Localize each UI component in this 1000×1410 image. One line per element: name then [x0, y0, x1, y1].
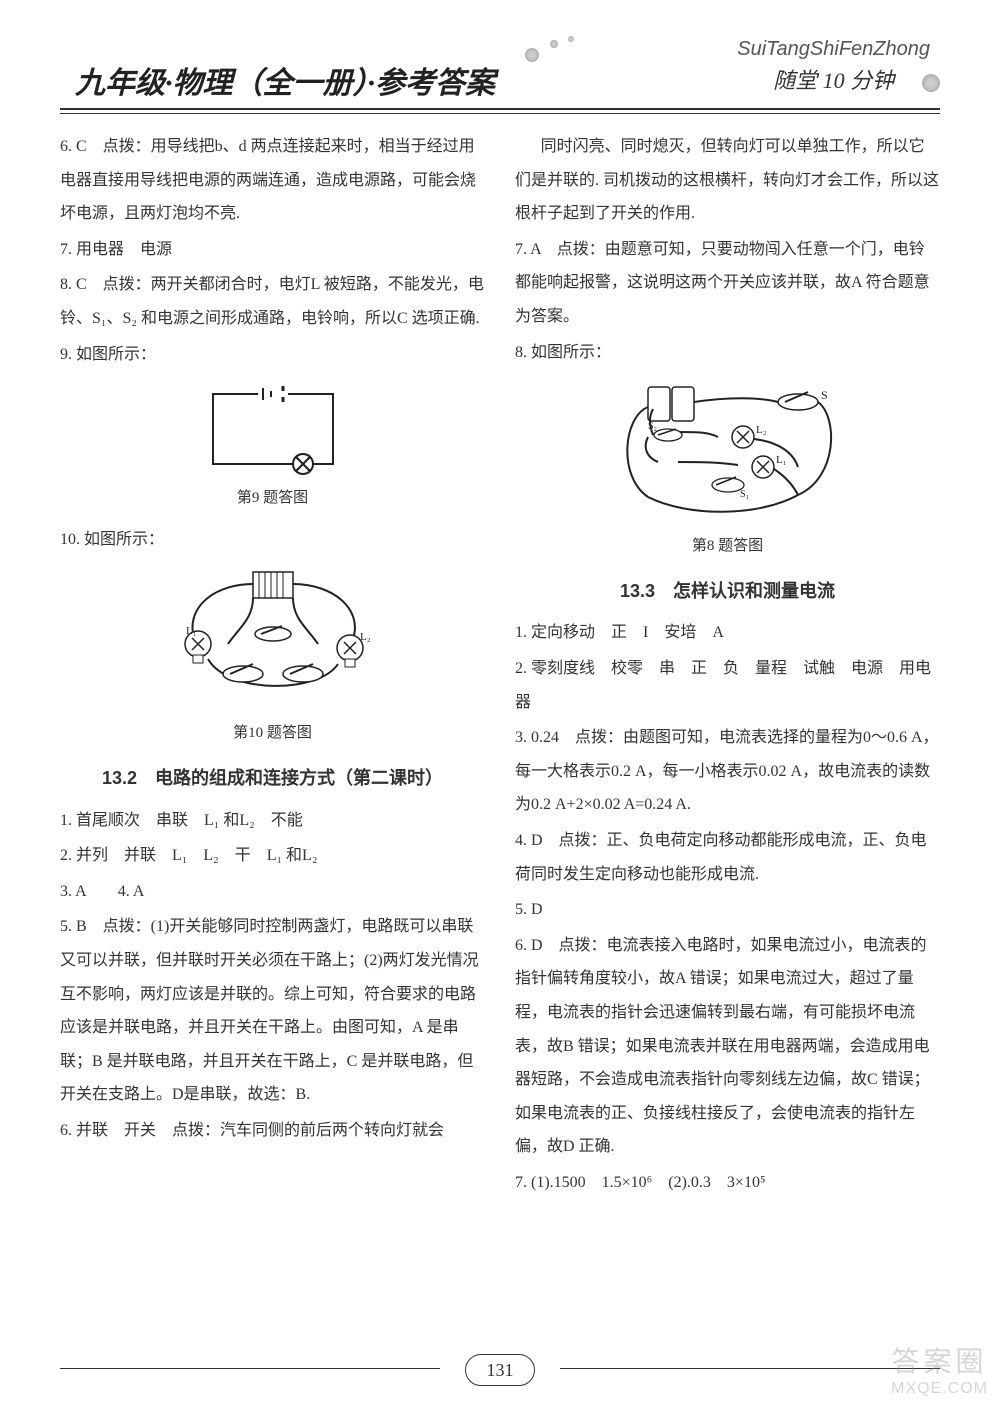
figure-9	[60, 379, 485, 479]
header-pinyin: SuiTangShiFenZhong	[737, 38, 930, 61]
q9-left: 9. 如图所示：	[60, 338, 485, 372]
s3-q4: 4. D 点拨：正、负电荷定向移动都能形成电流，正、负电荷同时发生定向移动也能形…	[515, 824, 940, 891]
s2-q6: 6. 并联 开关 点拨：汽车同侧的前后两个转向灯就会	[60, 1114, 485, 1148]
s3-q3: 3. 0.24 点拨：由题图可知，电流表选择的量程为0～0.6 A，每一大格表示…	[515, 721, 940, 822]
q6-left: 6. C 点拨：用导线把b、d 两点连接起来时，相当于经过用电器直接用导线把电源…	[60, 130, 485, 231]
section-13-3-title: 13.3 怎样认识和测量电流	[515, 573, 940, 611]
svg-text:S: S	[821, 388, 828, 402]
header-subtitle: 随堂 10 分钟	[737, 63, 930, 95]
s2-q2: 2. 并列 并联 L₁ L₂ 干 L₁ 和L₂	[60, 839, 485, 873]
q8-right: 8. 如图所示：	[515, 336, 940, 370]
footer-rule-right	[560, 1368, 940, 1369]
header-rule-thin	[60, 113, 940, 114]
cont-q6: 同时闪亮、同时熄灭，但转向灯可以单独工作，所以它们是并联的. 司机拨动的这根横杆…	[515, 130, 940, 231]
s3-q5: 5. D	[515, 893, 940, 927]
section-13-2-title: 13.2 电路的组成和连接方式（第二课时）	[60, 760, 485, 798]
svg-text:L₂: L₂	[756, 424, 767, 436]
figure-10-caption: 第10 题答图	[60, 718, 485, 750]
circuit-pictorial-icon: L₁ L₂	[158, 564, 388, 714]
deco-dot	[568, 36, 574, 42]
svg-text:L₂: L₂	[360, 631, 371, 643]
figure-9-caption: 第9 题答图	[60, 483, 485, 515]
svg-text:L₁: L₁	[186, 625, 197, 637]
q10-left: 10. 如图所示：	[60, 523, 485, 557]
q7-right: 7. A 点拨：由题意可知，只要动物闯入任意一个门，电铃都能响起报警，这说明这两…	[515, 233, 940, 334]
circuit-pictorial-8-icon: S L₂ L₁ S₂	[608, 377, 848, 527]
s3-q1: 1. 定向移动 正 I 安培 A	[515, 616, 940, 650]
svg-text:S₁: S₁	[740, 489, 749, 500]
s3-q6: 6. D 点拨：电流表接入电路时，如果电流过小，电流表的指针偏转角度较小，故A …	[515, 929, 940, 1164]
page-number: 131	[465, 1354, 535, 1386]
header-rule	[60, 108, 940, 110]
right-column: 同时闪亮、同时熄灭，但转向灯可以单独工作，所以它们是并联的. 司机拨动的这根横杆…	[515, 130, 940, 1202]
figure-8: S L₂ L₁ S₂	[515, 377, 940, 527]
figure-8-caption: 第8 题答图	[515, 531, 940, 563]
content-columns: 6. C 点拨：用导线把b、d 两点连接起来时，相当于经过用电器直接用导线把电源…	[60, 130, 940, 1202]
q7-left: 7. 用电器 电源	[60, 233, 485, 267]
deco-dot	[550, 40, 558, 48]
header-title: 九年级·物理（全一册）·参考答案	[75, 58, 495, 102]
svg-text:L₁: L₁	[776, 454, 787, 466]
header-right: SuiTangShiFenZhong 随堂 10 分钟	[737, 38, 930, 95]
watermark: 答案圈 MXQE.COM	[891, 1340, 988, 1398]
s3-q2: 2. 零刻度线 校零 串 正 负 量程 试触 电源 用电器	[515, 652, 940, 719]
s2-q3-4: 3. A 4. A	[60, 875, 485, 909]
page-footer: 131	[60, 1350, 940, 1390]
watermark-text: 答案圈	[891, 1340, 988, 1380]
page-header: 九年级·物理（全一册）·参考答案 SuiTangShiFenZhong 随堂 1…	[60, 30, 940, 110]
watermark-url: MXQE.COM	[891, 1380, 988, 1398]
deco-dot	[525, 48, 539, 62]
figure-10: L₁ L₂	[60, 564, 485, 714]
s3-q7: 7. (1).1500 1.5×10⁶ (2).0.3 3×10⁵	[515, 1166, 940, 1200]
footer-rule-left	[60, 1368, 440, 1369]
left-column: 6. C 点拨：用导线把b、d 两点连接起来时，相当于经过用电器直接用导线把电源…	[60, 130, 485, 1202]
q8-left: 8. C 点拨：两开关都闭合时，电灯L 被短路，不能发光，电铃、S₁、S₂ 和电…	[60, 268, 485, 335]
s2-q5: 5. B 点拨：(1)开关能够同时控制两盏灯，电路既可以串联又可以并联，但并联时…	[60, 910, 485, 1112]
circuit-diagram-icon	[193, 379, 353, 479]
s2-q1: 1. 首尾顺次 串联 L₁ 和L₂ 不能	[60, 804, 485, 838]
